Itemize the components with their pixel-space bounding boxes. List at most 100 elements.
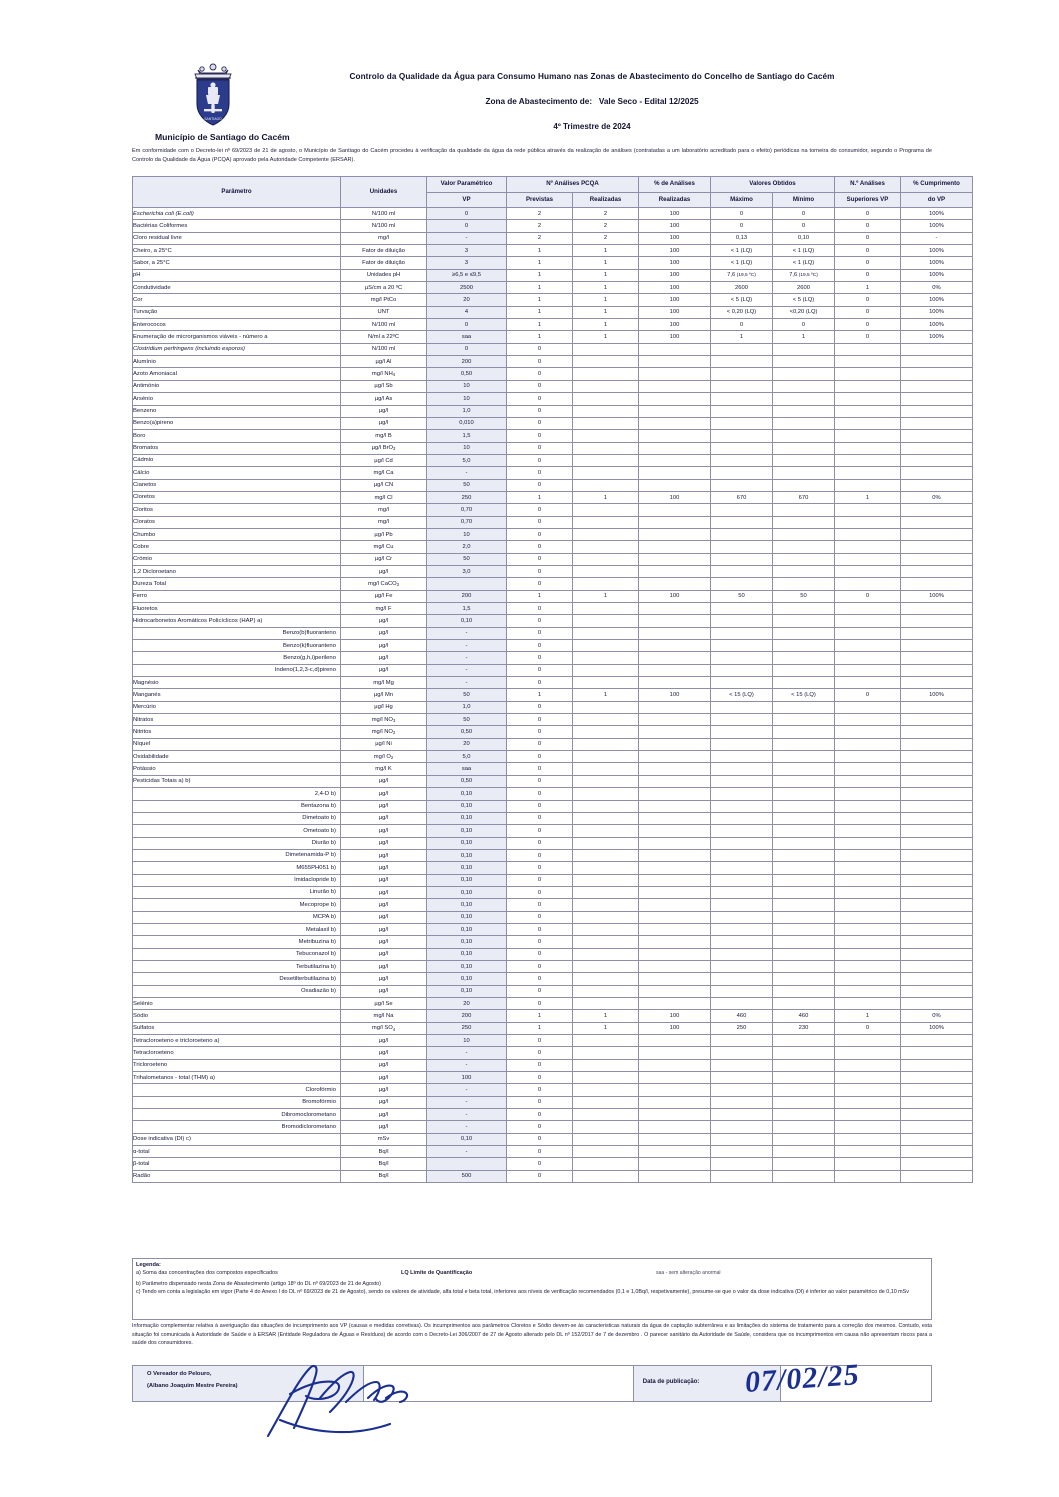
cell-minimo: < 5 (LQ) [772,293,835,307]
cell-vp: - [426,1145,507,1159]
table-row: Chumbo µg/l Pb 10 0 [132,527,973,542]
cell-pct-realizadas [638,441,711,455]
cell-pct-realizadas [638,972,711,986]
cell-unidades: µg/l [340,614,427,628]
cell-vp: - [426,1095,507,1110]
cell-unidades: UNT [340,305,427,320]
cell-vp: 20 [426,737,507,752]
cell-unidades: Unidades pH [340,268,427,283]
cell-minimo [772,379,835,394]
cell-cumprimento-vp [900,663,973,678]
table-row: Cianetos µg/l CN 50 0 [132,478,973,492]
cell-cumprimento-vp [900,342,973,357]
zone-label: Zona de Abastecimento de: [485,97,593,106]
cell-pct-realizadas [638,1071,711,1085]
cell-superiores-vp [834,947,901,961]
cell-minimo [772,1132,835,1147]
cell-realizadas [572,379,639,394]
cell-maximo [710,626,773,641]
cell-pct-realizadas: 100 [638,490,711,505]
cell-minimo [772,836,835,850]
cell-parametro: Ometoato b) [132,824,341,838]
cell-superiores-vp [834,1046,901,1060]
cell-realizadas [572,959,639,974]
cell-realizadas [572,811,639,826]
cell-previstas: 1 [506,330,573,344]
cell-previstas: 0 [506,1132,573,1147]
table-row: Enumeração de microrganismos viáveis - n… [132,330,973,344]
cell-superiores-vp [834,725,901,739]
cell-maximo: 0 [710,318,773,332]
cell-cumprimento-vp [900,750,973,764]
cell-unidades: µg/l Fe [340,589,427,604]
table-row: Fluoretos mg/l F 1,5 0 [132,601,973,616]
cell-previstas: 0 [506,441,573,455]
cell-minimo [772,478,835,492]
cell-realizadas: 1 [572,589,639,604]
cell-minimo: <0,20 (LQ) [772,305,835,320]
cell-cumprimento-vp [900,564,973,579]
table-row: Escherichia coli (E.coli) N/100 ml 0 2 2 100 0… [132,206,973,221]
cell-realizadas [572,1145,639,1159]
cell-pct-realizadas [638,1157,711,1171]
cell-pct-realizadas [638,416,711,431]
cell-vp: saa [426,330,507,344]
cell-maximo [710,1071,773,1085]
cell-maximo [710,799,773,813]
cell-realizadas [572,342,639,357]
cell-realizadas [572,601,639,616]
cell-realizadas [572,614,639,628]
cell-parametro: Dimetenamida-P b) [132,848,341,863]
cell-vp: - [426,1108,507,1122]
cell-pct-realizadas [638,367,711,381]
cell-maximo [710,1046,773,1060]
cell-cumprimento-vp [900,503,973,517]
cell-unidades: µg/l [340,1046,427,1060]
cell-previstas: 0 [506,935,573,949]
cell-parametro: Clorofórmio [132,1083,341,1097]
cell-unidades: µg/l [340,1034,427,1048]
cell-pct-realizadas [638,1169,711,1184]
cell-superiores-vp [834,429,901,443]
cell-cumprimento-vp [900,478,973,492]
table-row: Turvação UNT 4 1 1 100 < 0,20 (LQ) <0,20 (LQ) 0 1… [132,305,973,320]
cell-vp: 2,0 [426,540,507,554]
cell-cumprimento-vp [900,392,973,406]
cell-vp: 3 [426,244,507,258]
cell-realizadas: 2 [572,231,639,246]
cell-previstas: 0 [506,676,573,690]
cell-previstas: 0 [506,848,573,863]
cell-realizadas [572,540,639,554]
table-row: Selénio µg/l Se 20 0 [132,996,973,1011]
cell-previstas: 0 [506,700,573,715]
cell-minimo [772,713,835,727]
cell-maximo [710,824,773,838]
cell-pct-realizadas: 100 [638,1021,711,1036]
cell-unidades: µg/l [340,639,427,653]
cell-minimo [772,898,835,912]
cell-minimo: 0 [772,318,835,332]
cell-unidades: µg/l Al [340,355,427,369]
cell-minimo [772,540,835,554]
cell-parametro: Fluoretos [132,601,341,616]
cell-vp: 0,10 [426,935,507,949]
table-row: Azoto Amoniacal mg/l NH4 0,50 0 [132,367,973,381]
cell-vp: 4 [426,305,507,320]
cell-superiores-vp [834,503,901,517]
table-row: Dibromoclorometano µg/l -0 [132,1108,973,1122]
cell-cumprimento-vp [900,824,973,838]
cell-parametro: Benzo(b)fluoranteno [132,626,341,641]
cell-superiores-vp [834,984,901,999]
cell-previstas: 0 [506,577,573,591]
cell-realizadas [572,453,639,468]
cell-parametro: β-total [132,1157,341,1171]
table-row: Tetracloroeteno µg/l -0 [132,1046,973,1060]
legend-saa: saa - sem alteração anormal [656,1270,721,1276]
cell-vp: 0,10 [426,910,507,924]
cell-vp: - [426,1083,507,1097]
cell-realizadas [572,663,639,678]
cell-parametro: Terbutilazina b) [132,959,341,974]
cell-maximo: 0 [710,206,773,221]
cell-pct-realizadas: 100 [638,1009,711,1023]
cell-realizadas [572,750,639,764]
